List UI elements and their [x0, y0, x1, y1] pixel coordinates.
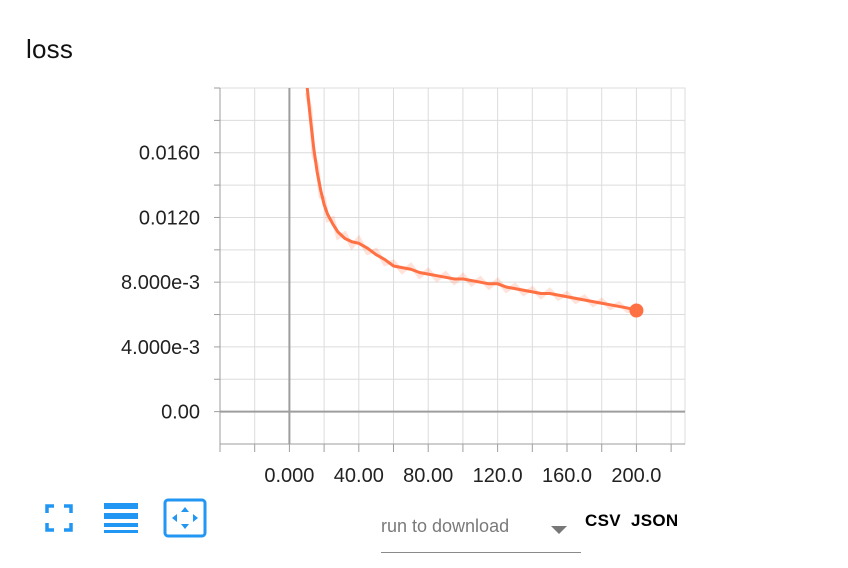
y-tick-label: 0.0120 [139, 207, 200, 229]
axes [214, 87, 685, 452]
fullscreen-button[interactable] [37, 498, 81, 538]
series-line [305, 88, 637, 312]
tick-labels: 0.000 40.00 80.00 120.0 160.0 200.0 0.00 4.000e… [121, 143, 661, 487]
chart-title: loss [26, 34, 74, 64]
y-tick-label: 0.0160 [139, 143, 200, 165]
y-tick-label: 0.00 [161, 402, 200, 424]
x-tick-label: 0.000 [264, 465, 314, 487]
list-icon [104, 503, 138, 533]
fullscreen-icon [45, 504, 73, 532]
fit-domain-icon [163, 498, 207, 538]
series [304, 88, 644, 318]
chevron-down-icon [551, 526, 567, 534]
toggle-log-scale-button[interactable] [99, 498, 143, 538]
x-tick-label: 40.00 [334, 465, 384, 487]
run-to-download-select[interactable]: run to download [381, 508, 581, 553]
csv-download-link[interactable]: CSV [585, 511, 621, 530]
x-tick-label: 120.0 [473, 465, 523, 487]
x-tick-label: 200.0 [611, 465, 661, 487]
series-raw-line [304, 92, 638, 314]
json-download-link[interactable]: JSON [631, 511, 679, 530]
y-tick-label: 8.000e-3 [121, 272, 200, 294]
run-select-placeholder: run to download [381, 516, 510, 536]
fit-domain-button[interactable] [163, 498, 207, 538]
x-tick-label: 80.00 [403, 465, 453, 487]
series-last-point [629, 303, 644, 318]
x-tick-label: 160.0 [542, 465, 592, 487]
y-tick-label: 4.000e-3 [121, 337, 200, 359]
